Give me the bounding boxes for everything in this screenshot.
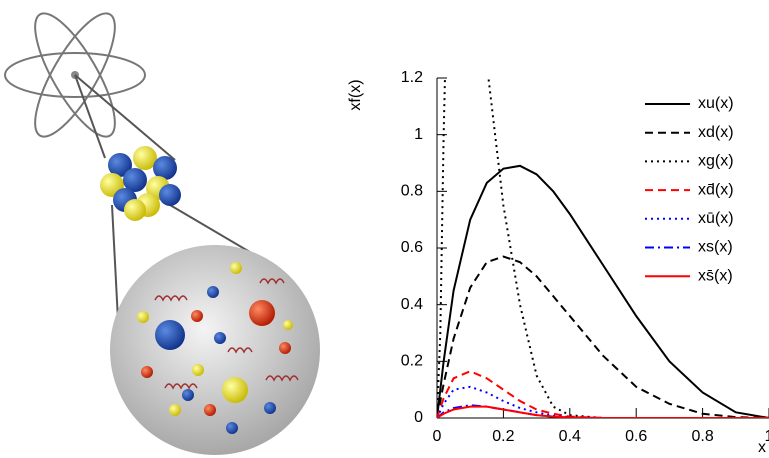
- y-tick-label: 1: [414, 126, 423, 143]
- y-tick-label: 0: [414, 409, 423, 426]
- legend-label: xu(x): [698, 95, 734, 112]
- legend-label: xd(x): [698, 124, 734, 141]
- illustration: [4, 12, 320, 455]
- x-tick-label: 0.2: [492, 428, 514, 445]
- x-tick-label: 0.8: [691, 428, 713, 445]
- series-line: [437, 78, 769, 418]
- x-tick-label: 1: [765, 428, 769, 445]
- legend-label: xs(x): [698, 239, 733, 256]
- x-tick-label: 0.4: [559, 428, 581, 445]
- y-tick-label: 0.8: [401, 183, 423, 200]
- series-line: [437, 405, 769, 418]
- y-tick-label: 0.4: [401, 296, 423, 313]
- x-axis-label: x: [758, 439, 766, 456]
- legend-label: xg(x): [698, 153, 734, 170]
- legend-label: xd̄(x): [698, 181, 734, 198]
- series-line: [437, 385, 769, 418]
- series-line: [437, 255, 769, 418]
- y-tick-label: 0.6: [401, 239, 423, 256]
- y-axis-label: xf(x): [347, 79, 364, 110]
- series-line: [437, 370, 769, 418]
- x-tick-label: 0: [433, 428, 442, 445]
- legend-label: xs̄(x): [698, 267, 733, 284]
- y-tick-label: 0.2: [401, 353, 423, 370]
- legend-label: xū(x): [698, 210, 734, 227]
- y-tick-label: 1.2: [401, 69, 423, 86]
- series-line: [437, 164, 769, 418]
- x-tick-label: 0.6: [625, 428, 647, 445]
- plot-area: [437, 78, 769, 418]
